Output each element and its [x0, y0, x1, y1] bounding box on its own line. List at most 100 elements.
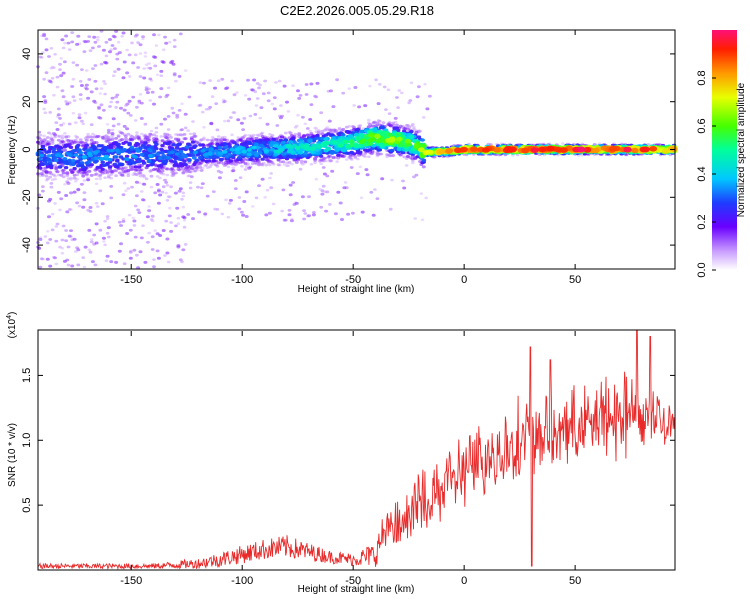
spectrogram-cell [254, 142, 259, 147]
spectrogram-cell [143, 122, 148, 126]
x-tick-label: 50 [569, 575, 581, 587]
spectrogram-cell [230, 133, 234, 137]
spectrogram-cell [43, 111, 48, 114]
spectrogram-cell [266, 99, 271, 103]
spectrogram-cell [148, 77, 153, 81]
colorbar-tick-label: 0.6 [696, 118, 708, 133]
spectrogram-cell [38, 133, 43, 137]
spectrogram-cell [146, 240, 150, 244]
spectrogram-cell [161, 159, 166, 163]
spectrogram-cell [99, 29, 104, 33]
spectrogram-cell [182, 133, 187, 136]
spectrogram-cell [319, 162, 324, 165]
spectrogram-cell [282, 218, 287, 222]
spectrogram-cell [424, 196, 429, 200]
spectrogram-cell [99, 156, 104, 161]
spectrogram-cell [70, 31, 75, 34]
spectrogram-cell [96, 144, 102, 148]
spectrogram-cell [39, 172, 44, 176]
spectrogram-cell [165, 141, 170, 146]
spectrogram-cell [86, 132, 90, 136]
spectrogram-cell [355, 172, 360, 176]
spectrogram-cell [48, 197, 53, 201]
spectrogram-cell [140, 144, 146, 148]
spectrogram-cell [169, 150, 175, 155]
spectrogram-cell [125, 232, 130, 235]
spectrogram-cell [87, 35, 92, 38]
spectrogram-cell [121, 76, 126, 80]
spectrogram-cell [133, 235, 138, 239]
spectrogram-cell [54, 225, 59, 228]
spectrogram-cell [78, 79, 83, 83]
spectrogram-cell [297, 150, 304, 155]
spectrogram-cell [148, 169, 153, 173]
spectrogram-cell [407, 101, 411, 105]
spectrogram-cell [53, 133, 58, 137]
spectrogram-cell [91, 46, 95, 50]
spectrogram-cell [46, 230, 50, 233]
spectrogram-cell [493, 147, 501, 153]
spectrogram-cell [172, 160, 177, 164]
spectrogram-cell [75, 42, 80, 46]
spectrogram-cell [135, 149, 141, 153]
spectrogram-cell [207, 152, 213, 156]
spectrogram-cell [366, 125, 371, 129]
spectrogram-cell [158, 193, 163, 197]
spectrogram-cell [178, 162, 183, 166]
spectrogram-cell [82, 191, 87, 195]
spectrogram-cell [367, 155, 371, 159]
spectrogram-cell [305, 133, 310, 137]
spectrogram-cell [46, 241, 50, 245]
spectrogram-cell [354, 136, 361, 141]
spectrogram-cell [48, 238, 53, 241]
colorbar: 0.0 0.2 0.4 0.6 0.8 Normalized spectral ampl… [696, 30, 747, 278]
spectrogram-cell [122, 181, 127, 185]
spectrogram-cell [183, 243, 188, 246]
spectrogram-cell [340, 133, 346, 137]
spectrogram-cell [98, 189, 103, 193]
spectrogram-cell [325, 146, 332, 151]
spectrogram-cell [313, 157, 318, 161]
spectrogram-cell [60, 134, 65, 138]
spectrogram-cell [133, 119, 138, 122]
spectrogram-cell [421, 165, 426, 169]
spectrogram-cell [428, 94, 432, 98]
spectrogram-cell [307, 214, 311, 218]
spectrogram-cell [288, 193, 293, 197]
spectrogram-cell [169, 229, 174, 233]
spectrogram-cell [367, 118, 371, 122]
spectrogram-cell [97, 45, 101, 48]
spectrogram-cell [337, 132, 342, 136]
spectrogram-cell [114, 29, 119, 33]
spectrogram-cell [203, 212, 208, 216]
spectrogram-cell [55, 153, 60, 157]
spectrogram-cell [211, 190, 216, 194]
spectrogram-cell [114, 260, 119, 264]
spectrogram-cell [126, 174, 131, 178]
spectrogram-cell [357, 124, 361, 128]
spectrogram-cell [109, 100, 113, 104]
spectrogram-cell [93, 263, 98, 267]
spectrogram-cell [422, 150, 430, 156]
spectrogram-cell [176, 139, 181, 143]
colorbar-tick-label: 0.4 [696, 166, 708, 181]
spectrogram-cell [95, 165, 101, 169]
spectrogram-cell [50, 212, 55, 216]
spectrogram-cell [347, 155, 352, 159]
spectrogram-cell [69, 229, 73, 233]
spectrogram-cell [48, 264, 53, 268]
spectrogram-cell [261, 92, 266, 96]
snr-x-ticks: -150 -100 -50 0 50 [120, 331, 581, 587]
spectrogram-cell [88, 250, 93, 254]
spectrogram-cell [41, 51, 45, 54]
spectrogram-cell [137, 165, 142, 169]
spectrogram-cell [386, 88, 391, 91]
spectrogram-cell [62, 259, 67, 263]
spectrogram-cell [74, 179, 78, 183]
spectrogram-cell [109, 260, 114, 264]
spectrogram-cell [460, 146, 468, 153]
spectrogram-cell [521, 147, 529, 154]
spectrogram-cell [131, 216, 135, 220]
spectrogram-cell [292, 154, 297, 159]
spectrogram-cell [315, 81, 320, 85]
